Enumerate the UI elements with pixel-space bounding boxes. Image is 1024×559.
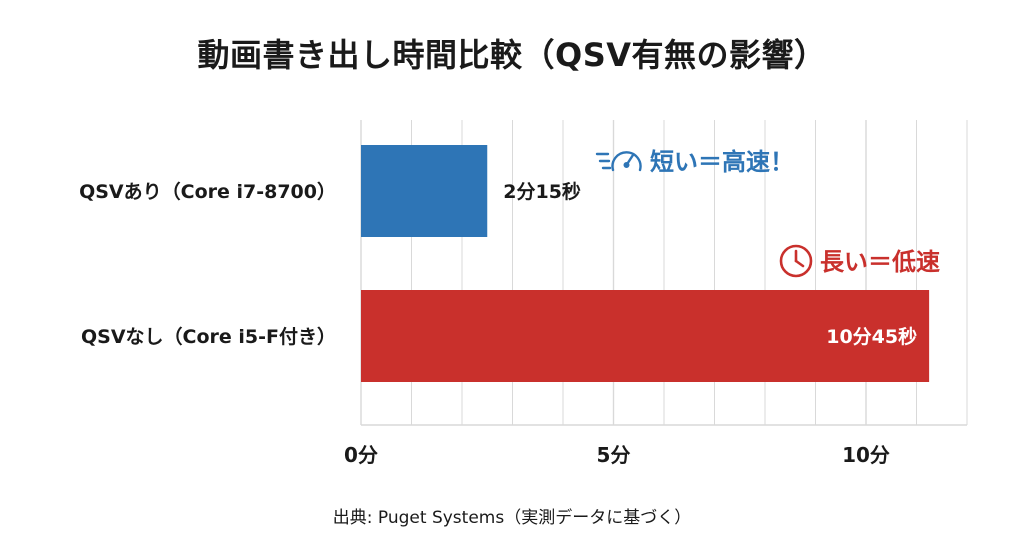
data-label: 10分45秒 — [826, 325, 917, 348]
category-label: QSVなし（Core i5-F付き） — [81, 325, 336, 348]
slow-annotation-text: 長い＝低速 — [820, 248, 940, 276]
label-layer: 0分 5分 10分 QSVあり（Core i7-8700） 2分15秒 QSVなし（Cor… — [79, 180, 917, 467]
source-note: 出典: Puget Systems（実測データに基づく） — [332, 508, 692, 528]
chart-title: 動画書き出し時間比較（QSV有無の影響） — [197, 36, 827, 74]
slow-annotation: 長い＝低速 — [779, 244, 940, 278]
fast-annotation-text: 短い＝高速！ — [650, 148, 794, 176]
data-label: 2分15秒 — [503, 180, 581, 203]
x-tick-label: 5分 — [597, 443, 631, 467]
x-tick-label: 0分 — [344, 443, 378, 467]
fast-annotation: 短い＝高速！ — [595, 148, 794, 176]
bar-layer — [361, 145, 930, 382]
category-label: QSVあり（Core i7-8700） — [79, 180, 336, 203]
annotation-layer: 短い＝高速！ 長い＝低速 — [595, 148, 940, 278]
bar — [361, 145, 488, 237]
x-tick-label: 10分 — [842, 443, 890, 467]
clock-icon — [779, 244, 813, 278]
bar — [361, 290, 930, 382]
speedometer-icon — [595, 151, 642, 172]
